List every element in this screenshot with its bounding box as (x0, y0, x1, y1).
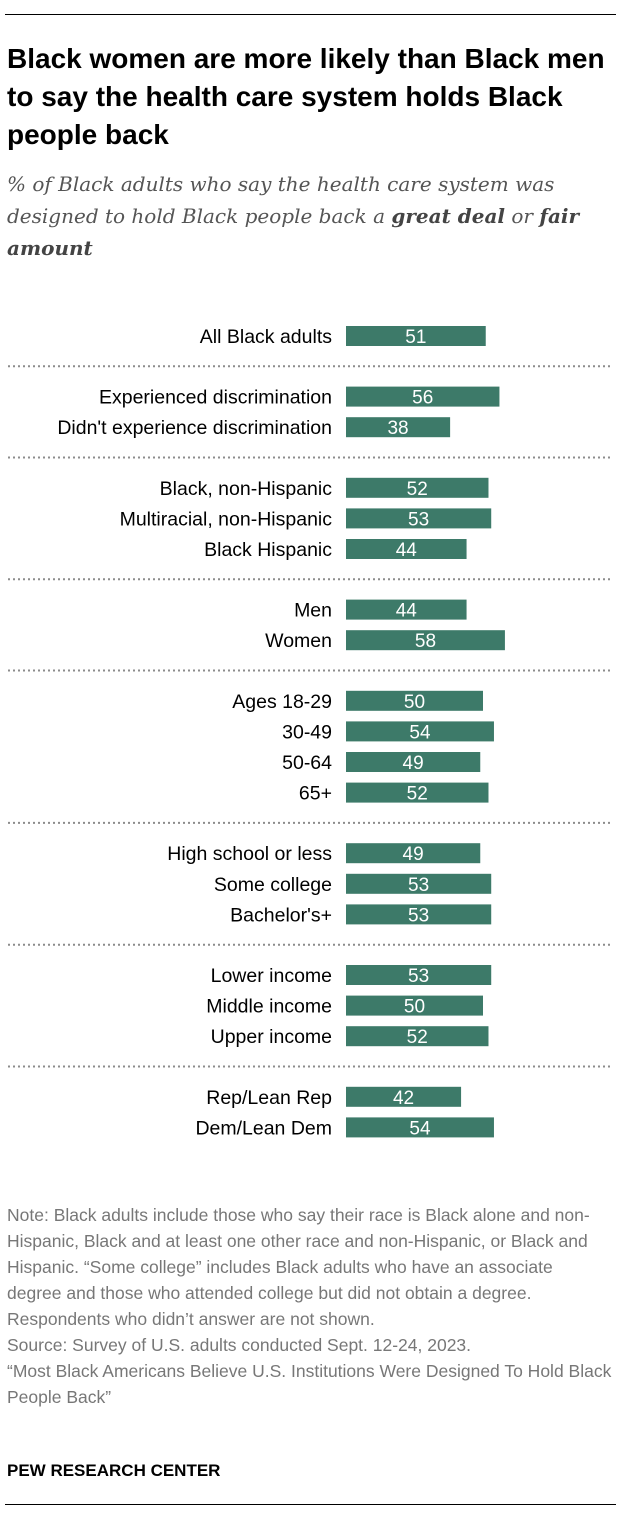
category-label-black-hispanic: Black Hispanic (204, 539, 332, 561)
category-label-ages-18-29: Ages 18-29 (232, 691, 332, 713)
value-label-high-school-or-less: 49 (403, 844, 424, 865)
subtitle-emphasis-fair-amount: fair amount (7, 204, 580, 260)
category-label-some-college: Some college (214, 874, 332, 896)
value-label-rep-lean-rep: 42 (393, 1088, 414, 1109)
bar-upper-income (346, 1026, 489, 1047)
category-label-didn-t-experience-discrimination: Didn't experience discrimination (57, 417, 332, 439)
report-title: “Most Black Americans Believe U.S. Insti… (7, 1361, 612, 1407)
category-label-bachelor-s: Bachelor's+ (230, 904, 332, 926)
value-label-upper-income: 52 (407, 1027, 428, 1048)
value-label-all-black-adults: 51 (405, 327, 426, 348)
category-label-rep-lean-rep: Rep/Lean Rep (206, 1087, 332, 1109)
value-label-lower-income: 53 (408, 966, 429, 987)
value-label-dem-lean-dem: 54 (409, 1118, 431, 1139)
bar-rep-lean-rep (346, 1086, 462, 1107)
value-label-experienced-discrimination: 56 (412, 388, 433, 409)
category-label-men: Men (294, 600, 332, 622)
category-label-women: Women (265, 630, 332, 652)
value-label-middle-income: 50 (404, 997, 425, 1018)
bar-dem-lean-dem (346, 1117, 494, 1138)
category-label-all-black-adults: All Black adults (200, 326, 332, 348)
bar-all-black-adults (346, 326, 486, 346)
value-label-multiracial-non-hispanic: 53 (408, 509, 429, 530)
top-rule (5, 14, 616, 15)
category-label-50-64: 50-64 (282, 752, 332, 774)
category-label-65: 65+ (299, 783, 332, 805)
bar-middle-income (346, 995, 483, 1016)
bar-black-non-hispanic (346, 477, 489, 498)
subtitle-emphasis-great-deal: great deal (391, 204, 506, 228)
bar-black-hispanic (346, 539, 467, 559)
value-label-50-64: 49 (403, 753, 424, 774)
value-label-some-college: 53 (408, 875, 429, 896)
source-text: Source: Survey of U.S. adults conducted … (7, 1335, 472, 1355)
category-label-dem-lean-dem: Dem/Lean Dem (195, 1117, 332, 1139)
note-text: Note: Black adults include those who say… (7, 1205, 590, 1329)
category-label-multiracial-non-hispanic: Multiracial, non-Hispanic (120, 508, 333, 530)
bar-experienced-discrimination (346, 386, 500, 407)
bar-lower-income (346, 965, 492, 985)
subtitle-connector: or (505, 204, 540, 228)
bar-bachelor-s (346, 904, 492, 925)
bar-50-64 (346, 752, 481, 772)
chart-title: Black women are more likely than Black m… (7, 43, 605, 150)
value-label-men: 44 (396, 601, 418, 622)
value-label-black-non-hispanic: 52 (407, 479, 428, 500)
value-label-ages-18-29: 50 (404, 692, 425, 713)
brand-logo-text: PEW RESEARCH CENTER (7, 1461, 221, 1480)
bar-women (346, 630, 505, 651)
category-label-black-non-hispanic: Black, non-Hispanic (160, 478, 333, 500)
value-label-didn-t-experience-discrimination: 38 (387, 418, 408, 439)
value-label-bachelor-s: 53 (408, 905, 429, 926)
bar-65 (346, 782, 489, 803)
value-label-women: 58 (415, 631, 436, 652)
value-label-30-49: 54 (409, 722, 431, 743)
chart-subtitle: % of Black adults who say the health car… (7, 168, 617, 264)
value-label-black-hispanic: 44 (396, 540, 418, 561)
bar-ages-18-29 (346, 690, 483, 711)
bar-men (346, 599, 467, 620)
category-label-lower-income: Lower income (211, 965, 332, 987)
bar-high-school-or-less (346, 843, 481, 864)
category-label-upper-income: Upper income (211, 1026, 332, 1048)
bar-didn-t-experience-discrimination (346, 417, 451, 438)
bottom-rule (5, 1504, 616, 1505)
value-label-65: 52 (407, 784, 428, 805)
bar-some-college (346, 873, 492, 894)
bar-30-49 (346, 721, 494, 742)
category-label-30-49: 30-49 (282, 721, 332, 743)
category-label-high-school-or-less: High school or less (167, 843, 332, 865)
category-label-middle-income: Middle income (206, 996, 332, 1018)
bar-multiracial-non-hispanic (346, 508, 492, 529)
chart-note: Note: Black adults include those who say… (7, 1202, 612, 1410)
category-label-experienced-discrimination: Experienced discrimination (99, 387, 332, 409)
subtitle-text: % of Black adults who say the health car… (7, 172, 555, 228)
bar-chart: All Black adults 51 Experienced discrimina… (8, 326, 612, 1139)
